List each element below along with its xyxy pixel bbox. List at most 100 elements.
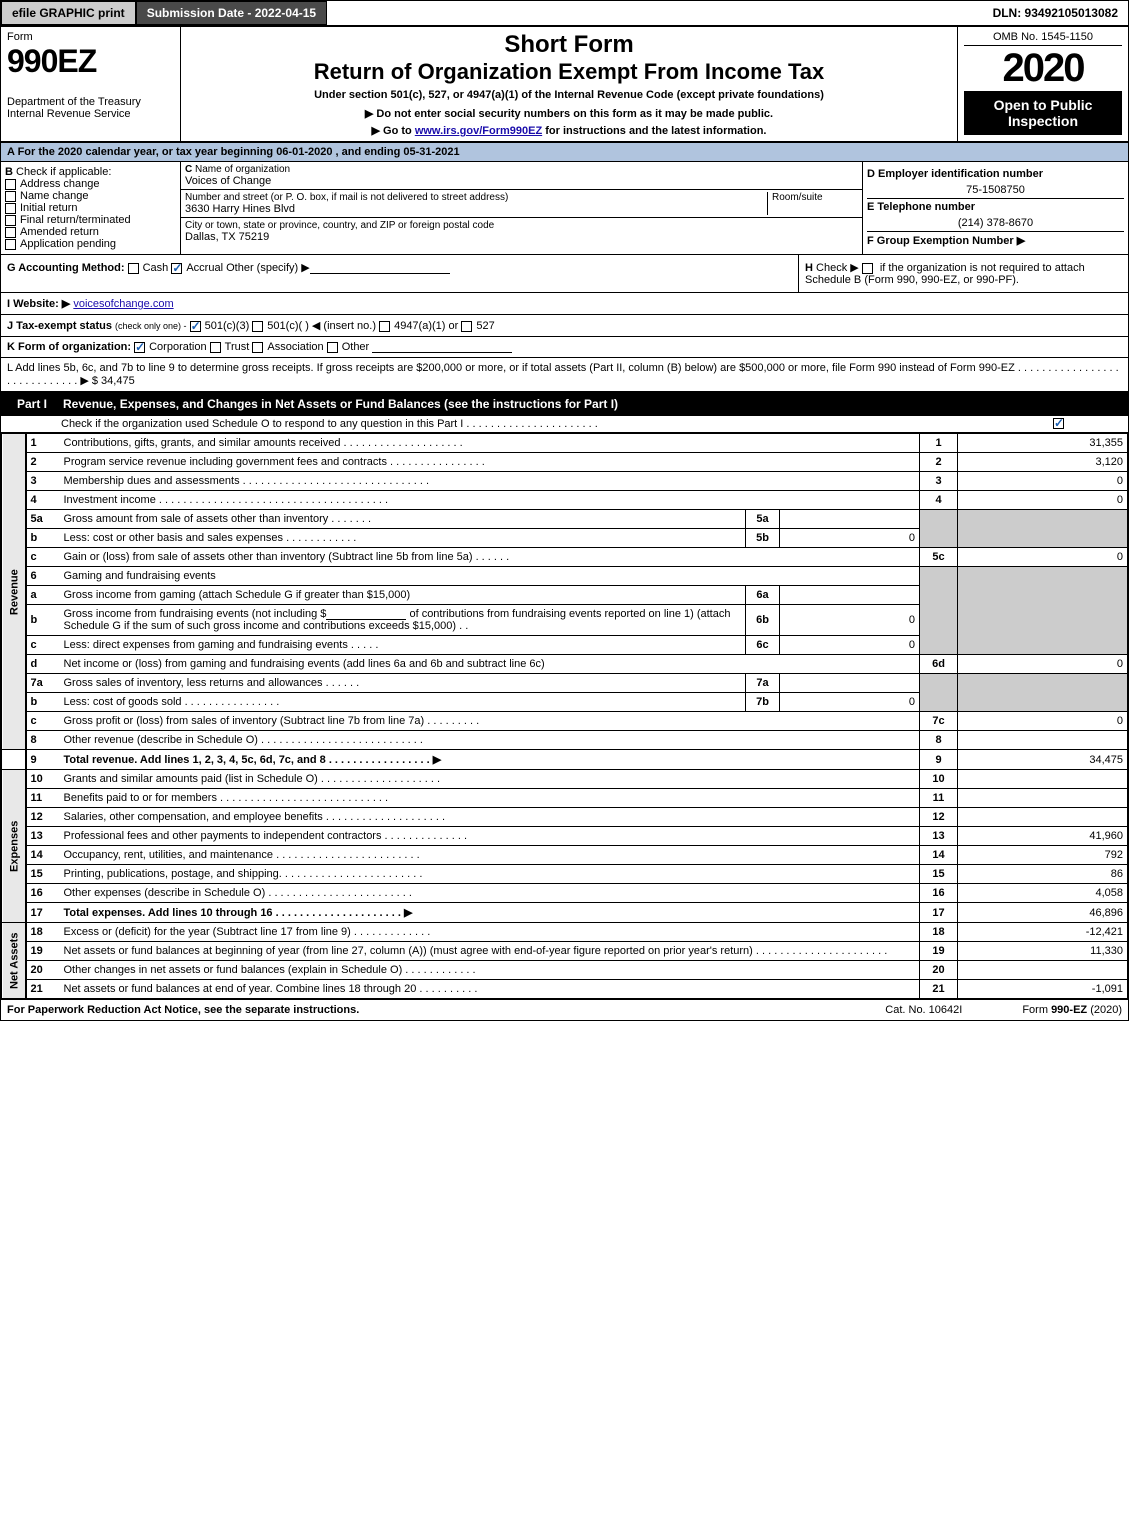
d-ein-label: D Employer identification number bbox=[867, 168, 1043, 180]
checkbox-application-pending[interactable] bbox=[5, 239, 16, 250]
j-o4: 527 bbox=[476, 320, 494, 332]
header-left: Form 990EZ Department of the Treasury In… bbox=[1, 27, 181, 141]
row7c-desc: Gross profit or (loss) from sales of inv… bbox=[60, 712, 920, 731]
row17-ln: 17 bbox=[920, 903, 958, 923]
k-o3: Association bbox=[267, 341, 323, 353]
line-a-tax-year: A For the 2020 calendar year, or tax yea… bbox=[1, 143, 1128, 162]
row3-desc: Membership dues and assessments . . . . … bbox=[60, 472, 920, 491]
row2-num: 2 bbox=[26, 453, 60, 472]
row16-amt: 4,058 bbox=[958, 884, 1128, 903]
checkbox-amended-return[interactable] bbox=[5, 227, 16, 238]
checkbox-4947[interactable] bbox=[379, 321, 390, 332]
line-l: L Add lines 5b, 6c, and 7b to line 9 to … bbox=[1, 358, 1128, 392]
row18-desc: Excess or (deficit) for the year (Subtra… bbox=[60, 923, 920, 942]
row2-ln: 2 bbox=[920, 453, 958, 472]
goto-pre: ▶ Go to bbox=[372, 125, 415, 137]
row7a-sv bbox=[780, 674, 920, 693]
checkbox-assoc[interactable] bbox=[252, 342, 263, 353]
row7-gray bbox=[920, 674, 958, 712]
row4-num: 4 bbox=[26, 491, 60, 510]
part-i-label: Part I bbox=[9, 395, 55, 413]
row6a-sn: 6a bbox=[746, 586, 780, 605]
opt-final-return: Final return/terminated bbox=[20, 214, 131, 226]
checkbox-cash[interactable] bbox=[128, 263, 139, 274]
side-label-revenue: Revenue bbox=[2, 434, 26, 750]
g-label: G Accounting Method: bbox=[7, 262, 125, 274]
open-to-public-badge: Open to Public Inspection bbox=[964, 91, 1122, 135]
k-other-blank[interactable] bbox=[372, 341, 512, 353]
row12-amt bbox=[958, 808, 1128, 827]
irs-link[interactable]: www.irs.gov/Form990EZ bbox=[415, 125, 542, 137]
row20-desc: Other changes in net assets or fund bala… bbox=[60, 961, 920, 980]
return-title: Return of Organization Exempt From Incom… bbox=[187, 59, 951, 85]
row14-amt: 792 bbox=[958, 846, 1128, 865]
h-pre: Check ▶ bbox=[816, 262, 862, 274]
checkbox-trust[interactable] bbox=[210, 342, 221, 353]
checkbox-accrual[interactable] bbox=[171, 263, 182, 274]
g-other-blank[interactable] bbox=[310, 262, 450, 274]
row6b-blank[interactable] bbox=[326, 608, 406, 620]
k-label: K Form of organization: bbox=[7, 341, 131, 353]
row18-ln: 18 bbox=[920, 923, 958, 942]
k-o1: Corporation bbox=[149, 341, 206, 353]
row6b-sn: 6b bbox=[746, 605, 780, 636]
row5c-ln: 5c bbox=[920, 548, 958, 567]
row5c-desc: Gain or (loss) from sale of assets other… bbox=[60, 548, 920, 567]
row16-ln: 16 bbox=[920, 884, 958, 903]
row11-amt bbox=[958, 789, 1128, 808]
checkbox-final-return[interactable] bbox=[5, 215, 16, 226]
checkbox-part-i-schedule-o[interactable] bbox=[1053, 418, 1064, 429]
row13-ln: 13 bbox=[920, 827, 958, 846]
row17-desc-b: Total expenses. Add lines 10 through 16 … bbox=[64, 907, 413, 919]
row10-desc: Grants and similar amounts paid (list in… bbox=[60, 770, 920, 789]
column-b: B Check if applicable: Address change Na… bbox=[1, 162, 181, 254]
c-label: C bbox=[185, 164, 192, 175]
row21-num: 21 bbox=[26, 980, 60, 999]
row4-amt: 0 bbox=[958, 491, 1128, 510]
website-link[interactable]: voicesofchange.com bbox=[73, 298, 173, 310]
g-cash: Cash bbox=[143, 262, 169, 274]
e-tel-value: (214) 378-8670 bbox=[867, 215, 1124, 231]
row17-desc: Total expenses. Add lines 10 through 16 … bbox=[60, 903, 920, 923]
row17-amt: 46,896 bbox=[958, 903, 1128, 923]
under-section-note: Under section 501(c), 527, or 4947(a)(1)… bbox=[187, 89, 951, 101]
f-group-label: F Group Exemption Number ▶ bbox=[867, 235, 1025, 247]
checkbox-h[interactable] bbox=[862, 263, 873, 274]
row5b-sn: 5b bbox=[746, 529, 780, 548]
checkbox-initial-return[interactable] bbox=[5, 203, 16, 214]
row7b-num: b bbox=[26, 693, 60, 712]
row13-desc: Professional fees and other payments to … bbox=[60, 827, 920, 846]
b-text: Check if applicable: bbox=[16, 166, 111, 178]
row7b-sn: 7b bbox=[746, 693, 780, 712]
checkbox-address-change[interactable] bbox=[5, 179, 16, 190]
row6a-desc: Gross income from gaming (attach Schedul… bbox=[60, 586, 746, 605]
i-label: I Website: ▶ bbox=[7, 298, 70, 310]
k-o2: Trust bbox=[225, 341, 250, 353]
part-i-title: Revenue, Expenses, and Changes in Net As… bbox=[63, 397, 618, 411]
efile-print-button[interactable]: efile GRAPHIC print bbox=[1, 1, 136, 25]
row6b-sv: 0 bbox=[780, 605, 920, 636]
row10-ln: 10 bbox=[920, 770, 958, 789]
row7b-desc: Less: cost of goods sold . . . . . . . .… bbox=[60, 693, 746, 712]
row2-amt: 3,120 bbox=[958, 453, 1128, 472]
checkbox-527[interactable] bbox=[461, 321, 472, 332]
row1-ln: 1 bbox=[920, 434, 958, 453]
row8-desc: Other revenue (describe in Schedule O) .… bbox=[60, 731, 920, 750]
j-o2: 501(c)( ) ◀ (insert no.) bbox=[267, 320, 376, 332]
row9-desc-b: Total revenue. Add lines 1, 2, 3, 4, 5c,… bbox=[64, 754, 442, 766]
row12-num: 12 bbox=[26, 808, 60, 827]
row6-desc: Gaming and fundraising events bbox=[60, 567, 920, 586]
checkbox-501c3[interactable] bbox=[190, 321, 201, 332]
checkbox-other-org[interactable] bbox=[327, 342, 338, 353]
row14-num: 14 bbox=[26, 846, 60, 865]
top-bar: efile GRAPHIC print Submission Date - 20… bbox=[1, 1, 1128, 27]
form-header: Form 990EZ Department of the Treasury In… bbox=[1, 27, 1128, 143]
footer-cat: Cat. No. 10642I bbox=[885, 1004, 962, 1016]
checkbox-corp[interactable] bbox=[134, 342, 145, 353]
dln-label: DLN: 93492105013082 bbox=[983, 2, 1128, 24]
checkbox-name-change[interactable] bbox=[5, 191, 16, 202]
row17-num: 17 bbox=[26, 903, 60, 923]
row10-amt bbox=[958, 770, 1128, 789]
section-bcdef: B Check if applicable: Address change Na… bbox=[1, 162, 1128, 255]
checkbox-501c[interactable] bbox=[252, 321, 263, 332]
